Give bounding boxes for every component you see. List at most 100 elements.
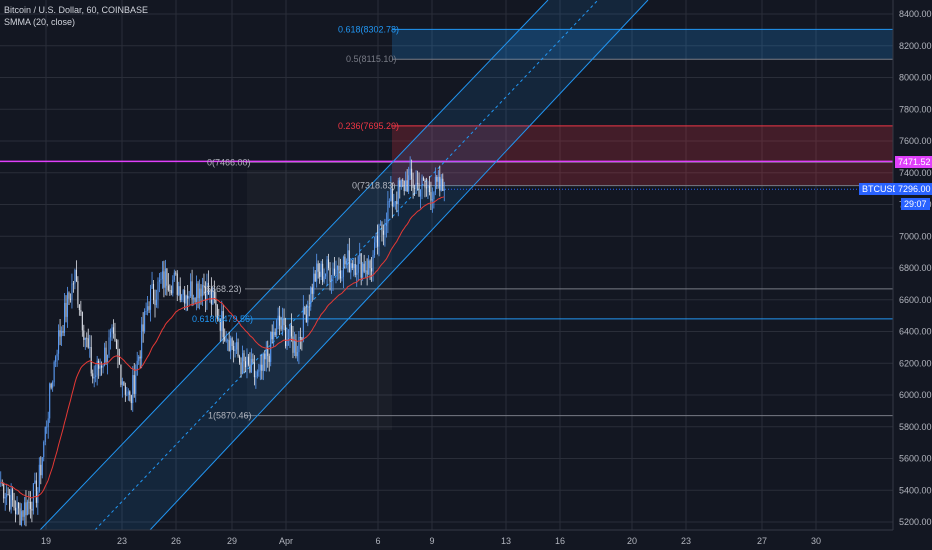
candle-body <box>374 242 376 255</box>
candle-body <box>336 265 338 270</box>
candle-body <box>112 327 114 334</box>
candle-body <box>142 324 144 332</box>
time-tick-label: 23 <box>681 536 691 546</box>
price-tick-label: 8400.00 <box>899 9 932 19</box>
candle-body <box>405 180 407 192</box>
candle-body <box>102 365 104 368</box>
candle-body <box>10 489 12 510</box>
candle-body <box>49 383 51 419</box>
candle-body <box>66 292 69 317</box>
channel-median-line <box>94 0 599 531</box>
candle-body <box>203 285 205 287</box>
candle-body <box>244 361 247 368</box>
candle-body <box>78 304 80 311</box>
candle-body <box>166 268 168 286</box>
candle-body <box>360 253 362 278</box>
candle-body <box>107 354 109 362</box>
candle-body <box>391 188 393 207</box>
fib-label-0618: 0.618(8302.78) <box>338 24 399 34</box>
candle-body <box>408 175 410 192</box>
candle-body <box>108 337 110 355</box>
candle-body <box>29 501 31 509</box>
bar-countdown-tag: 29:07 <box>901 198 930 210</box>
time-tick-label: 27 <box>757 536 767 546</box>
time-tick-label: 6 <box>375 536 380 546</box>
candle-body <box>359 253 361 257</box>
price-tick-label: 5200.00 <box>899 517 932 527</box>
candle-body <box>12 489 14 501</box>
time-tick-label: 13 <box>501 536 511 546</box>
fib-label-0618-lower: 0.618(6479.56) <box>192 314 253 324</box>
candle-body <box>293 339 295 353</box>
candle-body <box>87 338 89 348</box>
candle-body <box>93 376 95 379</box>
candle-body <box>277 315 279 321</box>
candle-body <box>237 342 239 357</box>
candle-body <box>40 464 42 476</box>
candle-body <box>289 325 291 339</box>
candle-body <box>427 185 429 188</box>
candle-body <box>388 201 390 203</box>
time-tick-label: Apr <box>279 536 293 546</box>
candle-body <box>198 288 201 299</box>
candle-body <box>59 330 61 337</box>
parallel-channel-fill <box>40 0 648 530</box>
candle-body <box>89 347 91 348</box>
candle-body <box>436 176 438 182</box>
candle-body <box>16 502 18 514</box>
candle-body <box>439 176 441 191</box>
smma-line <box>0 196 445 499</box>
candle-body <box>431 199 433 201</box>
candle-body <box>271 331 273 340</box>
candle-body <box>188 296 190 299</box>
candle-body <box>130 395 132 404</box>
candle-body <box>420 189 422 197</box>
price-tick-label: 8000.00 <box>899 73 932 83</box>
candle-body <box>369 260 371 269</box>
candle-body <box>194 297 196 302</box>
candle-body <box>314 273 316 282</box>
candle-body <box>172 279 174 294</box>
candle-body <box>339 270 341 279</box>
candle-body <box>68 292 70 299</box>
candle-body <box>250 358 252 373</box>
price-tick-label: 8200.00 <box>899 41 932 51</box>
candle-body <box>219 319 221 331</box>
candle-body <box>319 271 321 277</box>
time-axis-panel <box>0 530 932 550</box>
candle-body <box>290 325 292 337</box>
time-tick-label: 26 <box>171 536 181 546</box>
candle-body <box>341 276 343 279</box>
candle-body <box>440 178 442 191</box>
candle-body <box>210 289 212 305</box>
candle-body <box>363 263 365 272</box>
candle-body <box>132 375 134 404</box>
candle-body <box>9 494 11 510</box>
candle-body <box>332 268 334 279</box>
candle-body <box>305 314 307 323</box>
price-tick-label: 6400.00 <box>899 327 932 337</box>
candle-body <box>206 282 208 301</box>
candle-body <box>356 272 358 275</box>
candle-body <box>322 263 324 282</box>
candle-body <box>421 177 423 190</box>
candle-body <box>15 507 17 514</box>
candle-body <box>256 371 258 377</box>
candle-body <box>280 325 282 330</box>
price-tick-label: 5400.00 <box>899 485 932 495</box>
candle-body <box>268 355 270 362</box>
candle-body <box>86 337 88 339</box>
candle-body <box>402 180 404 182</box>
candle-body <box>81 311 83 331</box>
candle-body <box>83 330 85 340</box>
candle-body <box>246 356 248 368</box>
price-tick-label: 5800.00 <box>899 422 932 432</box>
candle-body <box>304 307 306 315</box>
candle-body <box>348 250 350 273</box>
candle-body <box>4 497 6 499</box>
candle-body <box>26 501 28 516</box>
candle-body <box>197 283 199 299</box>
candle-body <box>158 280 160 282</box>
time-tick-label: 20 <box>627 536 637 546</box>
